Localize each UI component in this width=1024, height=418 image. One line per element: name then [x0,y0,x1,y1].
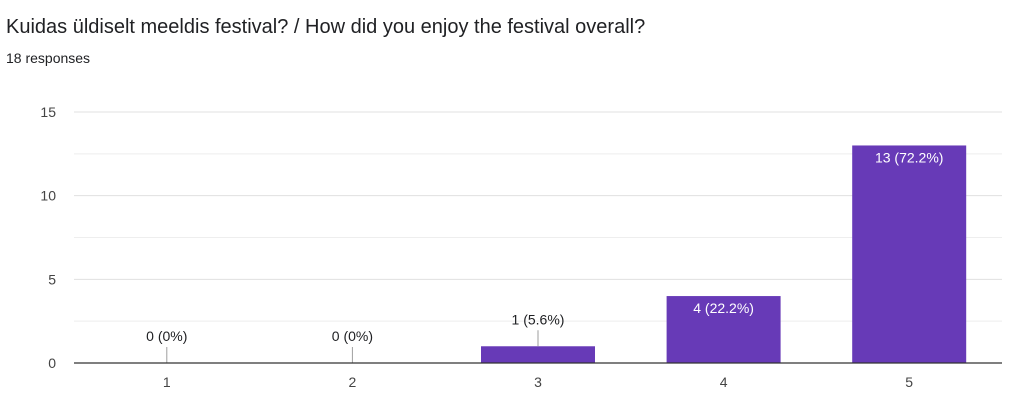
y-tick-label: 5 [48,271,56,287]
x-tick-label: 3 [534,374,542,390]
x-tick-label: 2 [349,374,357,390]
bar-data-label: 0 (0%) [146,328,187,344]
bar-data-label: 13 (72.2%) [875,149,943,165]
bars: 0 (0%) 0 (0%) 1 (5.6%) 4 (22.2%) 13 (72.2%) [146,145,967,363]
y-tick-label: 0 [48,355,56,371]
bar-data-label: 1 (5.6%) [512,311,565,327]
bar [852,145,967,363]
y-axis-ticks: 0 5 10 15 [40,104,56,371]
bar [666,296,781,363]
x-tick-label: 4 [720,374,728,390]
bar-data-label: 4 (22.2%) [693,300,754,316]
x-tick-label: 5 [905,374,913,390]
grid-lines [74,111,1002,322]
x-axis-ticks: 1 2 3 4 5 [163,374,913,390]
bar-data-label: 0 (0%) [332,328,373,344]
bar [481,346,595,363]
y-tick-label: 15 [40,104,56,120]
y-tick-label: 10 [40,188,56,204]
chart-title: Kuidas üldiselt meeldis festival? / How … [6,16,646,38]
response-count: 18 responses [6,50,91,66]
x-tick-label: 1 [163,374,171,390]
